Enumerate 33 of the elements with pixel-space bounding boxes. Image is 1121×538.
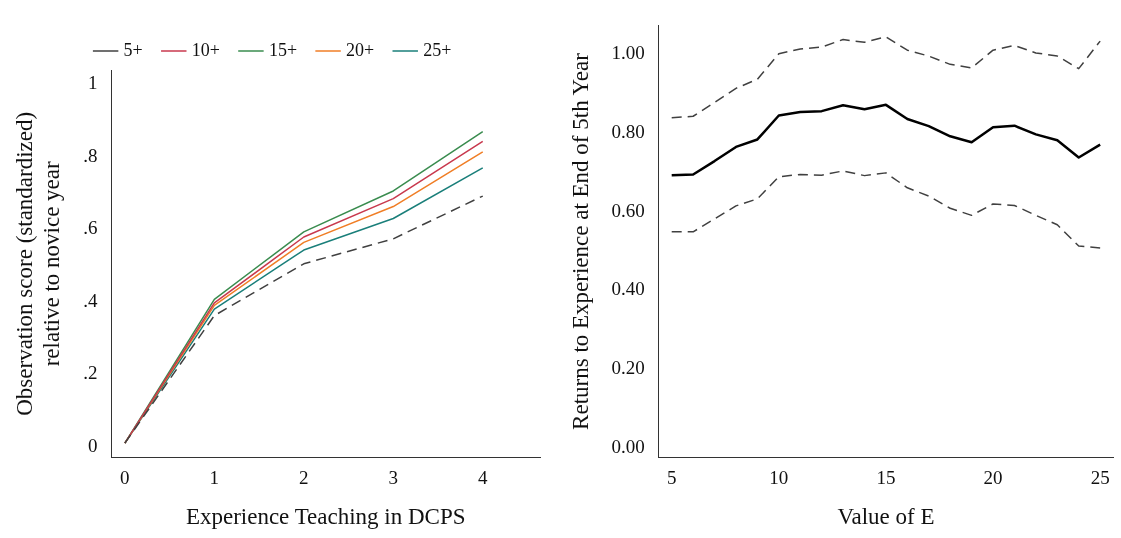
y-tick-label: 1: [87, 72, 98, 94]
x-tick-label: 10: [769, 466, 789, 488]
x-tick-label: 15: [876, 466, 896, 488]
legend-label: 25+: [423, 39, 452, 60]
x-tick-label: 5: [666, 466, 677, 488]
legend-label: 15+: [268, 39, 298, 60]
x-axis-title: Value of E: [837, 504, 935, 530]
x-tick-label: 0: [120, 466, 130, 488]
x-tick-label: 3: [388, 466, 399, 488]
y-tick-label: 0.80: [611, 121, 645, 143]
y-tick-label: 0.60: [611, 199, 645, 221]
y-tick-label: 0: [87, 434, 98, 456]
y-tick-label: 0.00: [611, 435, 645, 457]
x-tick-label: 4: [477, 466, 488, 488]
x-tick-label: 2: [299, 466, 309, 488]
y-tick-label: 0.20: [611, 357, 645, 379]
y-tick-label: .8: [83, 144, 98, 166]
legend-label: 10+: [191, 39, 220, 60]
y-tick-label: .4: [83, 289, 98, 311]
y-tick-label: 1.00: [611, 42, 645, 64]
y-axis-title: Observation score (standardized) relative to novice year: [11, 111, 65, 416]
x-axis-title: Experience Teaching in DCPS: [185, 504, 466, 530]
x-tick-label: 1: [209, 466, 220, 488]
y-axis-title: Returns to Experience at End of 5th Year: [567, 52, 593, 430]
legend-label: 20+: [346, 39, 375, 60]
y-tick-label: .2: [83, 362, 98, 384]
legend-label: 5+: [123, 39, 143, 60]
line-series: [670, 170, 1101, 249]
y-tick-label: 0.40: [611, 278, 645, 300]
x-tick-label: 20: [983, 466, 1003, 488]
y-tick-label: .6: [83, 217, 98, 239]
line-series: [670, 36, 1101, 119]
x-tick-label: 25: [1090, 466, 1110, 488]
